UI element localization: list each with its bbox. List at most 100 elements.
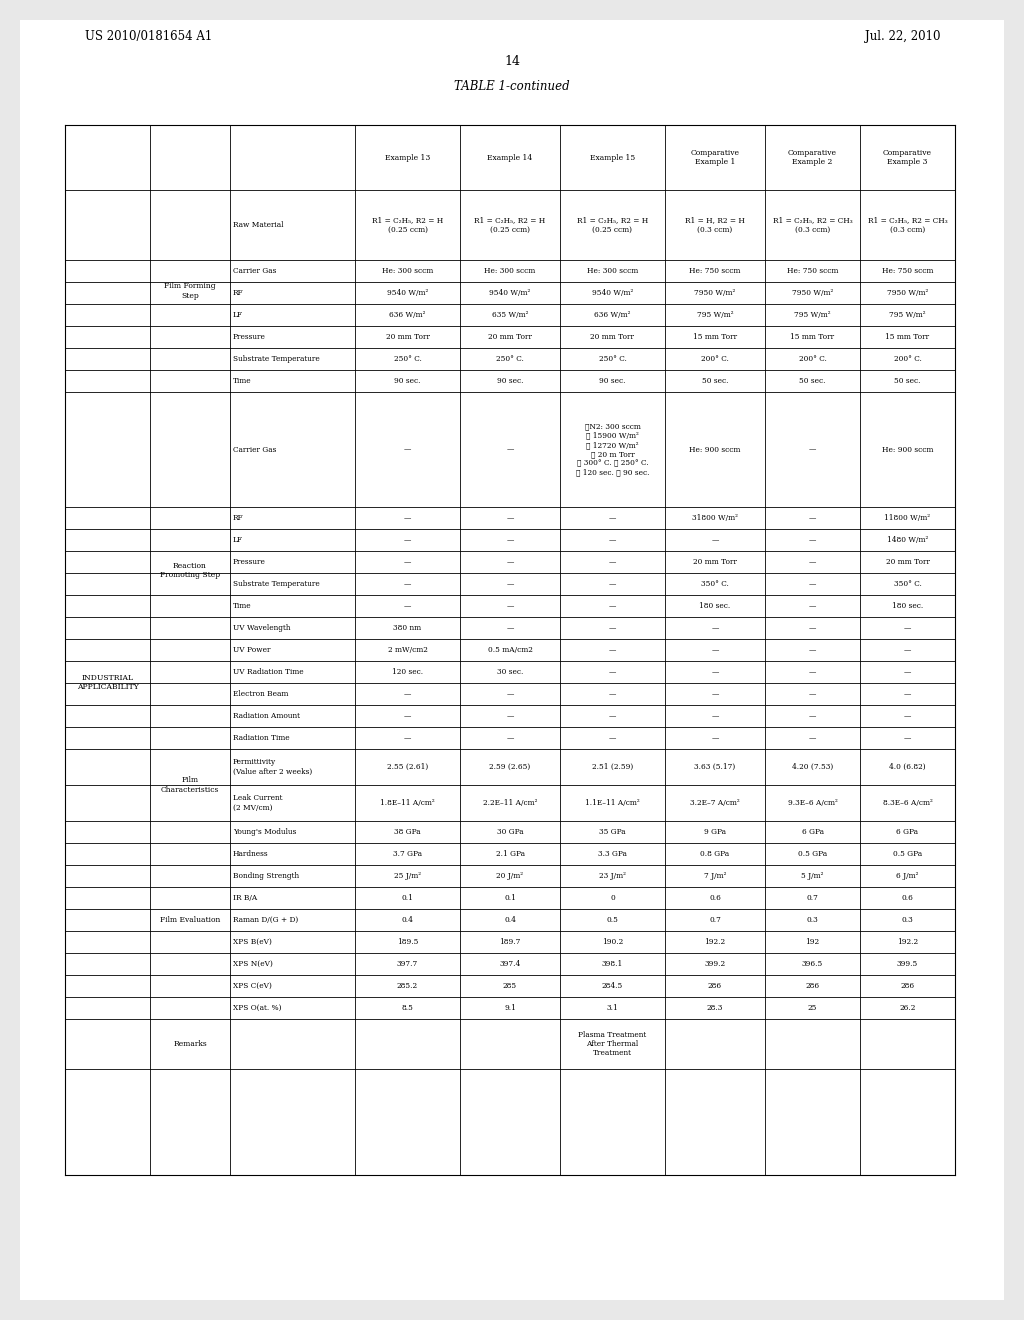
Text: 0.3: 0.3	[807, 916, 818, 924]
Text: 8.5: 8.5	[401, 1005, 414, 1012]
Text: Pressure: Pressure	[233, 333, 266, 341]
Text: 2.2E–11 A/cm²: 2.2E–11 A/cm²	[482, 799, 538, 807]
Text: 9.1: 9.1	[504, 1005, 516, 1012]
Text: 15 mm Torr: 15 mm Torr	[791, 333, 835, 341]
Text: 6 J/m²: 6 J/m²	[896, 873, 919, 880]
Text: 7 J/m²: 7 J/m²	[703, 873, 726, 880]
Text: Example 14: Example 14	[487, 153, 532, 161]
Text: 192: 192	[806, 939, 819, 946]
Text: 38 GPa: 38 GPa	[394, 828, 421, 836]
Text: 11800 W/m²: 11800 W/m²	[885, 513, 931, 521]
Text: Substrate Temperature: Substrate Temperature	[233, 355, 319, 363]
Text: Film Evaluation: Film Evaluation	[160, 916, 220, 924]
Text: R1 = C₂H₅, R2 = CH₃
(0.3 ccm): R1 = C₂H₅, R2 = CH₃ (0.3 ccm)	[773, 216, 852, 234]
Text: —: —	[712, 711, 719, 719]
Text: Time: Time	[233, 602, 252, 610]
Text: —: —	[403, 734, 412, 742]
Text: 0.5 GPa: 0.5 GPa	[798, 850, 827, 858]
Text: 9540 W/m²: 9540 W/m²	[592, 289, 633, 297]
Text: —: —	[809, 558, 816, 566]
Text: 7950 W/m²: 7950 W/m²	[792, 289, 834, 297]
Text: He: 900 sccm: He: 900 sccm	[689, 446, 740, 454]
Text: —: —	[712, 624, 719, 632]
Text: 7950 W/m²: 7950 W/m²	[694, 289, 735, 297]
Text: —: —	[712, 734, 719, 742]
Text: —: —	[904, 624, 911, 632]
Text: 0.6: 0.6	[709, 894, 721, 902]
Text: 399.5: 399.5	[897, 960, 919, 968]
Text: Plasma Treatment
After Thermal
Treatment: Plasma Treatment After Thermal Treatment	[579, 1031, 646, 1057]
Text: 50 sec.: 50 sec.	[800, 378, 825, 385]
Text: 180 sec.: 180 sec.	[892, 602, 923, 610]
Text: UV Power: UV Power	[233, 645, 270, 653]
Text: 120 sec.: 120 sec.	[392, 668, 423, 676]
Text: 2.55 (2.61): 2.55 (2.61)	[387, 763, 428, 771]
Text: —: —	[609, 624, 616, 632]
Text: Carrier Gas: Carrier Gas	[233, 446, 276, 454]
Text: —: —	[609, 690, 616, 698]
Text: —: —	[904, 734, 911, 742]
Text: 2.1 GPa: 2.1 GPa	[496, 850, 524, 858]
Text: —: —	[609, 602, 616, 610]
Text: Reaction
Promoting Step: Reaction Promoting Step	[160, 562, 220, 579]
Text: LF: LF	[233, 536, 243, 544]
Text: —: —	[809, 513, 816, 521]
Text: 4.20 (7.53): 4.20 (7.53)	[792, 763, 834, 771]
Text: 20 J/m²: 20 J/m²	[497, 873, 523, 880]
Text: 9 GPa: 9 GPa	[705, 828, 726, 836]
Text: Film
Characteristics: Film Characteristics	[161, 776, 219, 793]
Text: 30 GPa: 30 GPa	[497, 828, 523, 836]
Text: TABLE 1-continued: TABLE 1-continued	[455, 81, 569, 92]
Text: —: —	[809, 536, 816, 544]
Text: 23 J/m²: 23 J/m²	[599, 873, 626, 880]
Text: 350° C.: 350° C.	[894, 579, 922, 587]
Text: —: —	[609, 579, 616, 587]
Text: 15 mm Torr: 15 mm Torr	[693, 333, 737, 341]
Text: —: —	[403, 558, 412, 566]
Text: 20 mm Torr: 20 mm Torr	[385, 333, 429, 341]
Text: —: —	[403, 690, 412, 698]
Text: 3.2E–7 A/cm²: 3.2E–7 A/cm²	[690, 799, 740, 807]
Text: 9540 W/m²: 9540 W/m²	[387, 289, 428, 297]
Text: Example 15: Example 15	[590, 153, 635, 161]
Text: —: —	[712, 690, 719, 698]
Text: 795 W/m²: 795 W/m²	[889, 312, 926, 319]
Text: 189.7: 189.7	[500, 939, 520, 946]
Text: 636 W/m²: 636 W/m²	[594, 312, 631, 319]
Text: 30 sec.: 30 sec.	[497, 668, 523, 676]
Text: Hardness: Hardness	[233, 850, 268, 858]
Text: 1.8E–11 A/cm²: 1.8E–11 A/cm²	[380, 799, 435, 807]
Text: 1.1E–11 A/cm²: 1.1E–11 A/cm²	[585, 799, 640, 807]
Text: 2.51 (2.59): 2.51 (2.59)	[592, 763, 633, 771]
Text: —: —	[506, 711, 514, 719]
Text: —: —	[809, 690, 816, 698]
Text: —: —	[904, 668, 911, 676]
Text: 31800 W/m²: 31800 W/m²	[692, 513, 738, 521]
Text: 90 sec.: 90 sec.	[497, 378, 523, 385]
Text: —: —	[609, 734, 616, 742]
Text: 189.5: 189.5	[397, 939, 418, 946]
Text: —: —	[904, 711, 911, 719]
Text: 7950 W/m²: 7950 W/m²	[887, 289, 928, 297]
Text: —: —	[506, 536, 514, 544]
Text: He: 750 sccm: He: 750 sccm	[786, 267, 839, 275]
Text: 396.5: 396.5	[802, 960, 823, 968]
Text: 3.7 GPa: 3.7 GPa	[393, 850, 422, 858]
Text: —: —	[809, 602, 816, 610]
Text: —: —	[609, 645, 616, 653]
Text: —: —	[609, 513, 616, 521]
Text: Bonding Strength: Bonding Strength	[233, 873, 299, 880]
Text: 190.2: 190.2	[602, 939, 624, 946]
Text: 192.2: 192.2	[705, 939, 726, 946]
Text: ①N2: 300 sccm
② 15900 W/m²
③ 12720 W/m²
④ 20 m Torr
⑤ 300° C. ⑥ 250° C.
⑦ 120 se: ①N2: 300 sccm ② 15900 W/m² ③ 12720 W/m² …	[575, 422, 649, 477]
Text: 200° C.: 200° C.	[701, 355, 729, 363]
Text: 26.2: 26.2	[899, 1005, 915, 1012]
Text: 0.6: 0.6	[901, 894, 913, 902]
Text: 795 W/m²: 795 W/m²	[795, 312, 830, 319]
Text: 0.5 GPa: 0.5 GPa	[893, 850, 922, 858]
Text: —: —	[809, 579, 816, 587]
Text: XPS C(eV): XPS C(eV)	[233, 982, 272, 990]
Text: 636 W/m²: 636 W/m²	[389, 312, 426, 319]
Text: —: —	[506, 734, 514, 742]
Text: Leak Current
(2 MV/cm): Leak Current (2 MV/cm)	[233, 795, 283, 812]
